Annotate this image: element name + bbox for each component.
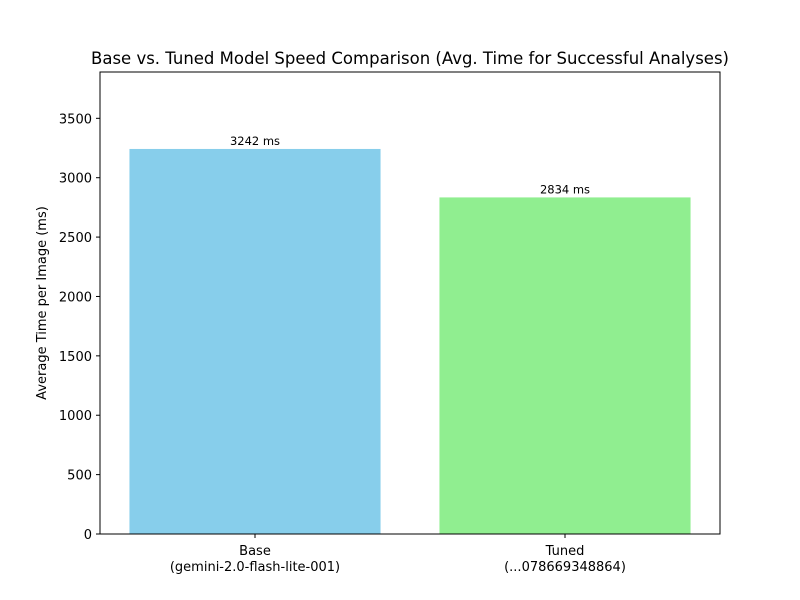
y-tick-label-7: 3500 bbox=[59, 112, 92, 127]
y-tick-label-4: 2000 bbox=[59, 290, 92, 305]
y-tick-label-6: 3000 bbox=[59, 172, 92, 187]
y-tick-label-1: 500 bbox=[67, 469, 92, 484]
bar-1 bbox=[439, 197, 691, 534]
plot-frame bbox=[99, 71, 721, 535]
x-tick-label-1-0: Tuned bbox=[545, 544, 585, 559]
x-tick-label-0-1: (gemini-2.0-flash-lite-001) bbox=[170, 560, 340, 575]
x-tick-label-1-1: (...078669348864) bbox=[504, 560, 626, 575]
y-tick-label-5: 2500 bbox=[59, 231, 92, 246]
bar-value-label-1: 2834 ms bbox=[540, 182, 590, 196]
bar-0 bbox=[129, 148, 381, 534]
y-tick-label-0: 0 bbox=[84, 528, 92, 543]
x-tick-label-0-0: Base bbox=[239, 544, 271, 559]
bars-layer: 3242 ms 2834 ms bbox=[129, 134, 691, 534]
y-tick-label-3: 1500 bbox=[59, 350, 92, 365]
bar-value-label-0: 3242 ms bbox=[230, 134, 280, 148]
y-tick-label-2: 1000 bbox=[59, 409, 92, 424]
y-axis: 0 500 1000 1500 2000 2500 3000 3500 bbox=[59, 112, 100, 543]
x-axis: Base(gemini-2.0-flash-lite-001) Tuned(...… bbox=[170, 534, 626, 575]
chart-title: Base vs. Tuned Model Speed Comparison (A… bbox=[91, 49, 729, 68]
y-axis-label: Average Time per Image (ms) bbox=[35, 206, 50, 400]
